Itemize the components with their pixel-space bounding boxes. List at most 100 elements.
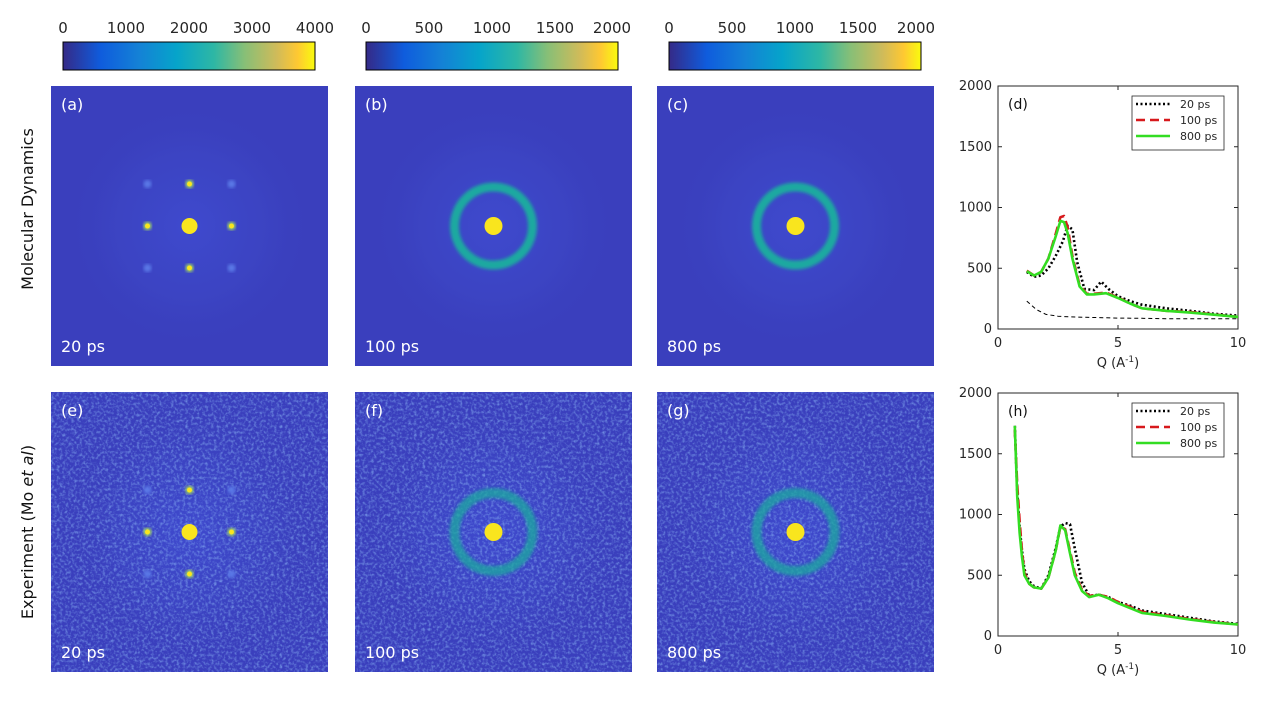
colorbar-3: 0 500 1000 1500 2000 xyxy=(664,19,935,71)
panel-time-label: 800 ps xyxy=(667,643,721,662)
x-tick-label: 5 xyxy=(1114,643,1122,658)
colorbar-3-tick: 2000 xyxy=(897,19,935,37)
legend-entry: 100 ps xyxy=(1180,114,1217,127)
bragg-spot-core xyxy=(187,265,192,271)
x-axis-label-sup: -1 xyxy=(1125,355,1134,365)
bragg-spot-faint xyxy=(143,264,152,272)
chart-panel-label: (d) xyxy=(1008,97,1028,113)
central-beam xyxy=(484,217,503,235)
x-axis-label-end: ) xyxy=(1134,663,1139,678)
diffraction-panel: (b) 100 ps xyxy=(355,86,632,366)
panel-time-label: 20 ps xyxy=(61,337,105,356)
colorbar-1-tick: 3000 xyxy=(233,19,271,37)
diffraction-panel: (a) 20 ps xyxy=(51,86,328,366)
y-tick-label: 500 xyxy=(967,568,992,583)
x-tick-label: 10 xyxy=(1230,336,1247,351)
y-tick-label: 2000 xyxy=(959,386,992,401)
row-label-experiment-post: ) xyxy=(18,445,37,451)
x-axis-label: Q (A-1) xyxy=(1097,355,1139,371)
panel-label: (g) xyxy=(667,401,690,420)
line-chart: 0 500 1000 1500 2000 0 5 10 Q (A-1) (h) 20 ps 100 p… xyxy=(959,386,1246,678)
colorbar-1: 0 1000 2000 3000 4000 xyxy=(58,19,334,71)
bragg-spot-faint xyxy=(227,264,236,272)
legend-entry: 800 ps xyxy=(1180,130,1217,143)
series-line-baseline xyxy=(1026,300,1238,320)
bragg-spot-faint xyxy=(227,486,236,494)
bragg-spot-core xyxy=(145,529,150,535)
y-tick-label: 1000 xyxy=(959,201,992,216)
diffraction-ring xyxy=(752,182,839,270)
legend-entry: 800 ps xyxy=(1180,437,1217,450)
colorbar-1-tick: 2000 xyxy=(170,19,208,37)
x-tick-label: 10 xyxy=(1230,643,1247,658)
central-beam xyxy=(786,523,805,541)
bragg-spot-core xyxy=(187,181,192,187)
x-tick-label: 0 xyxy=(994,336,1002,351)
panel-time-label: 800 ps xyxy=(667,337,721,356)
diffraction-ring xyxy=(751,488,840,576)
line-chart: 0 500 1000 1500 2000 0 5 10 Q (A-1) (d) 20 ps 100 p… xyxy=(959,79,1246,371)
colorbar-2-tick: 0 xyxy=(361,19,371,37)
panel-label: (c) xyxy=(667,95,688,114)
diffraction-panel: (c) 800 ps xyxy=(657,86,934,366)
y-tick-label: 2000 xyxy=(959,79,992,94)
x-axis-label-main: Q (A xyxy=(1097,356,1125,371)
legend-box xyxy=(1131,95,1225,151)
x-tick-label: 5 xyxy=(1114,336,1122,351)
panel-time-label: 20 ps xyxy=(61,643,105,662)
bragg-spot-faint xyxy=(143,570,152,578)
y-tick-label: 500 xyxy=(967,261,992,276)
colorbar-3-tick: 1500 xyxy=(839,19,877,37)
x-tick-label: 0 xyxy=(994,643,1002,658)
panel-label: (a) xyxy=(61,95,83,114)
panel-time-label: 100 ps xyxy=(365,643,419,662)
legend-entry: 20 ps xyxy=(1180,405,1210,418)
colorbar-3-tick: 0 xyxy=(664,19,674,37)
bragg-spot-core xyxy=(229,529,234,535)
bragg-spot-faint xyxy=(143,180,152,188)
series-line-800ps xyxy=(1026,219,1239,319)
colorbar-3-tick: 1000 xyxy=(776,19,814,37)
bragg-spot-faint xyxy=(143,486,152,494)
x-axis-label-end: ) xyxy=(1134,356,1139,371)
central-beam xyxy=(181,524,198,540)
x-axis-label-sup: -1 xyxy=(1125,662,1134,672)
x-axis-label: Q (A-1) xyxy=(1097,662,1139,678)
bragg-spot-core xyxy=(187,487,192,493)
colorbar-2: 0 500 1000 1500 2000 xyxy=(361,19,631,71)
bragg-spot-core xyxy=(145,223,150,229)
central-beam xyxy=(786,217,805,235)
y-tick-label: 1500 xyxy=(959,140,992,155)
series-line-800ps xyxy=(1013,425,1239,626)
y-tick-label: 0 xyxy=(984,322,992,337)
bragg-spot-faint xyxy=(227,570,236,578)
panel-label: (b) xyxy=(365,95,388,114)
legend-entry: 100 ps xyxy=(1180,421,1217,434)
row-label-molecular-dynamics: Molecular Dynamics xyxy=(18,128,37,290)
x-axis-label-main: Q (A xyxy=(1097,663,1125,678)
central-beam xyxy=(181,218,198,234)
legend-entry: 20 ps xyxy=(1180,98,1210,111)
central-beam xyxy=(484,523,503,541)
colorbar-2-tick: 1000 xyxy=(473,19,511,37)
diffraction-ring xyxy=(449,488,538,576)
y-tick-label: 1500 xyxy=(959,447,992,462)
chart-panel-label: (h) xyxy=(1008,404,1028,420)
colorbar-2-tick: 500 xyxy=(415,19,444,37)
diffraction-panel: (f) 100 ps xyxy=(355,392,632,672)
panel-time-label: 100 ps xyxy=(365,337,419,356)
diffraction-panel: (e) 20 ps xyxy=(51,392,328,672)
row-label-experiment-pre: Experiment (Mo xyxy=(18,487,37,619)
colorbar-1-tick: 1000 xyxy=(107,19,145,37)
diffraction-panels: (a) 20 ps (b) 100 ps (c) 800 ps (e) 20 ps (f) 100… xyxy=(51,86,934,672)
colorbar-1-tick: 4000 xyxy=(296,19,334,37)
row-label-experiment-em: et al xyxy=(18,451,37,487)
y-tick-label: 1000 xyxy=(959,508,992,523)
bragg-spot-core xyxy=(229,223,234,229)
bragg-spot-core xyxy=(187,571,192,577)
panel-label: (e) xyxy=(61,401,83,420)
diffraction-ring xyxy=(450,182,537,270)
row-label-experiment: Experiment (Mo et al) xyxy=(18,445,37,619)
